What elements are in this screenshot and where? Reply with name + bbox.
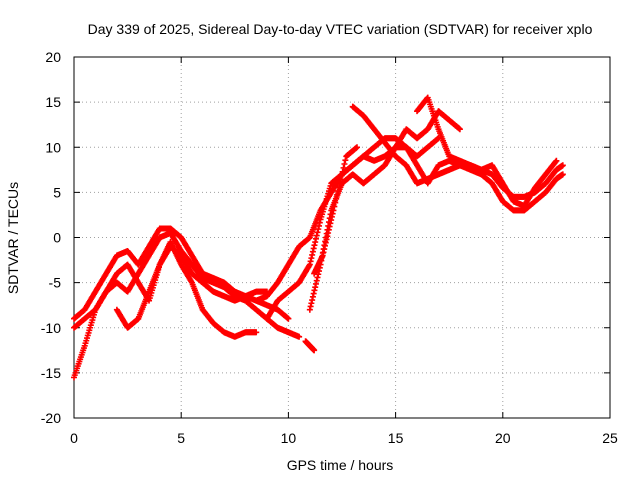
data-point — [342, 157, 349, 164]
x-tick-label: 20 — [495, 430, 511, 446]
y-tick-label: 15 — [45, 94, 61, 110]
data-point — [331, 203, 338, 210]
y-tick-label: -10 — [41, 320, 61, 336]
data-point — [333, 195, 340, 202]
x-tick-labels: 0 5 10 15 20 25 — [70, 430, 618, 446]
y-tick-labels: -20 -15 -10 -5 0 5 10 15 20 — [41, 49, 61, 426]
data-point — [285, 315, 292, 322]
series-track — [414, 94, 560, 209]
x-axis-label: GPS time / hours — [287, 457, 394, 473]
y-tick-label: -5 — [49, 275, 62, 291]
x-tick-label: 15 — [388, 430, 404, 446]
chart-title: Day 339 of 2025, Sidereal Day-to-day VTE… — [88, 21, 593, 37]
data-point — [253, 329, 260, 336]
data-point — [335, 188, 342, 195]
data-point — [339, 168, 346, 175]
y-tick-label: 20 — [45, 49, 61, 65]
data-point — [341, 161, 348, 168]
data-point — [338, 172, 345, 179]
series-track — [302, 338, 318, 354]
data-point — [559, 162, 566, 169]
y-axis-label: SDTVAR / TECUs — [5, 182, 21, 294]
data-point — [296, 333, 303, 340]
data-point — [456, 126, 463, 133]
grid-lines — [74, 57, 610, 418]
data-point — [335, 184, 342, 191]
data-point — [354, 144, 361, 151]
x-tick-label: 5 — [177, 430, 185, 446]
y-tick-label: -20 — [41, 410, 61, 426]
data-points — [71, 94, 566, 381]
data-point — [559, 171, 566, 178]
y-tick-label: 10 — [45, 139, 61, 155]
x-tick-label: 10 — [281, 430, 297, 446]
y-tick-label: -15 — [41, 365, 61, 381]
y-tick-label: 0 — [53, 230, 61, 246]
data-point — [336, 180, 343, 187]
x-tick-label: 25 — [602, 430, 618, 446]
series-track — [113, 243, 270, 331]
y-tick-label: 5 — [53, 184, 61, 200]
data-point — [330, 207, 337, 214]
data-point — [337, 176, 344, 183]
data-point — [340, 164, 347, 171]
data-point — [553, 157, 560, 164]
series-track — [71, 225, 292, 322]
data-point — [334, 191, 341, 198]
plot-frame — [73, 56, 611, 419]
data-point — [332, 199, 339, 206]
x-tick-label: 0 — [70, 430, 78, 446]
series-track — [311, 144, 361, 277]
data-point — [311, 347, 318, 354]
